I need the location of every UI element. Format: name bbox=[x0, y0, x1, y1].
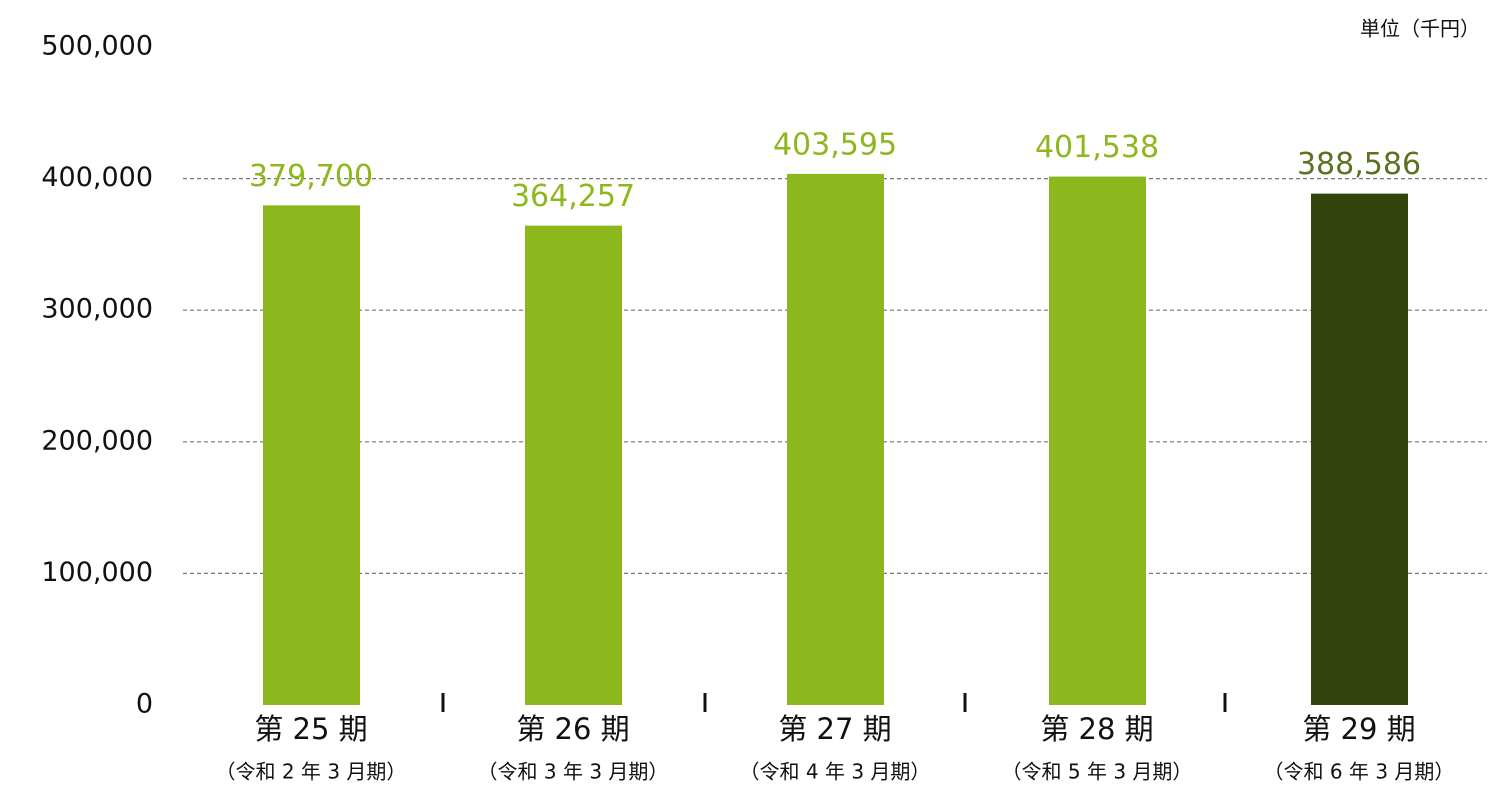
value-label: 403,595 bbox=[773, 127, 897, 162]
y-tick-label: 200,000 bbox=[41, 425, 153, 456]
category-separators bbox=[441, 693, 1227, 712]
bar bbox=[787, 173, 884, 706]
value-label: 379,700 bbox=[249, 159, 373, 194]
x-tick-sublabel: （令和 3 年 3 月期） bbox=[478, 760, 669, 784]
unit-label: 単位（千円） bbox=[1360, 17, 1480, 41]
x-tick-sublabel: （令和 5 年 3 月期） bbox=[1002, 760, 1193, 784]
value-label: 401,538 bbox=[1035, 130, 1159, 165]
x-tick-label: 第 27 期 bbox=[778, 712, 891, 746]
y-tick-label: 0 bbox=[136, 689, 153, 720]
x-tick-sublabel: （令和 4 年 3 月期） bbox=[740, 760, 931, 784]
x-tick-sublabel: （令和 2 年 3 月期） bbox=[216, 760, 407, 784]
y-tick-label: 400,000 bbox=[41, 162, 153, 193]
bar bbox=[1049, 176, 1146, 705]
x-tick-label: 第 28 期 bbox=[1040, 712, 1153, 746]
y-tick-label: 300,000 bbox=[41, 294, 153, 325]
x-tick-label: 第 29 期 bbox=[1302, 712, 1415, 746]
value-label: 364,257 bbox=[511, 179, 635, 214]
value-label: 388,586 bbox=[1297, 147, 1421, 182]
x-tick-label: 第 25 期 bbox=[254, 712, 367, 746]
x-tick-label: 第 26 期 bbox=[516, 712, 629, 746]
bar bbox=[1311, 193, 1408, 705]
x-tick-sublabel: （令和 6 年 3 月期） bbox=[1264, 760, 1455, 784]
y-tick-label: 100,000 bbox=[41, 557, 153, 588]
bar bbox=[263, 205, 360, 705]
y-tick-label: 500,000 bbox=[41, 31, 153, 62]
bar bbox=[525, 225, 622, 705]
